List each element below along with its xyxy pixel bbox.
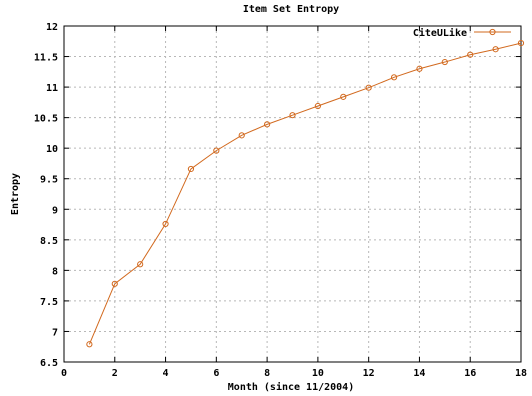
data-point [467, 51, 474, 58]
legend: CiteULike [413, 27, 511, 39]
y-tick-label: 12 [46, 22, 58, 33]
data-point [86, 341, 93, 348]
series-line-citeulike [88, 42, 522, 345]
y-tick-label: 9 [52, 205, 58, 216]
x-axis-label: Month (since 11/2004) [228, 381, 354, 393]
data-point [213, 147, 220, 154]
data-point [492, 46, 499, 53]
x-tick-label: 12 [363, 368, 375, 379]
data-point [289, 112, 296, 119]
x-tick-label: 16 [464, 368, 476, 379]
y-tick-label: 9.5 [40, 175, 58, 186]
data-point [111, 280, 118, 287]
x-tick-label: 14 [413, 368, 425, 379]
x-tick-label: 6 [213, 368, 219, 379]
data-point [416, 65, 423, 72]
y-axis-label: Entropy [10, 173, 21, 215]
data-point [441, 58, 448, 66]
data-point [137, 261, 144, 268]
data-point [517, 40, 525, 47]
axis-ticks: 0 2 4 6 8 10 12 14 16 18 6.5 7 7.5 8 8.5 9 9.5 10 10.5 11 11… [34, 22, 527, 379]
data-point [340, 93, 347, 100]
y-tick-label: 6.5 [40, 358, 58, 369]
grid-lines [64, 26, 521, 362]
data-point [365, 84, 372, 91]
data-point [314, 102, 321, 110]
series-layer [86, 40, 525, 348]
x-tick-label: 8 [264, 368, 270, 379]
data-point [162, 220, 169, 228]
chart-title: Item Set Entropy [243, 4, 339, 15]
data-point [238, 132, 245, 139]
y-tick-label: 11.5 [34, 53, 58, 64]
plot-frame [63, 25, 522, 363]
y-tick-label: 7 [52, 327, 58, 338]
y-tick-label: 10 [46, 144, 58, 155]
x-tick-label: 4 [163, 368, 169, 379]
legend-marker-sample [489, 28, 496, 36]
y-tick-label: 8 [52, 266, 58, 277]
legend-label-citeulike: CiteULike [413, 27, 467, 39]
x-tick-label: 18 [515, 368, 527, 379]
data-point [187, 165, 195, 173]
y-tick-label: 8.5 [40, 236, 58, 247]
y-tick-label: 11 [46, 83, 58, 94]
data-point [264, 121, 271, 128]
data-point [390, 74, 398, 81]
y-tick-label: 10.5 [34, 114, 58, 125]
x-tick-label: 0 [61, 368, 67, 379]
x-tick-label: 10 [312, 368, 324, 379]
y-tick-label: 7.5 [40, 297, 58, 308]
x-tick-label: 2 [112, 368, 118, 379]
